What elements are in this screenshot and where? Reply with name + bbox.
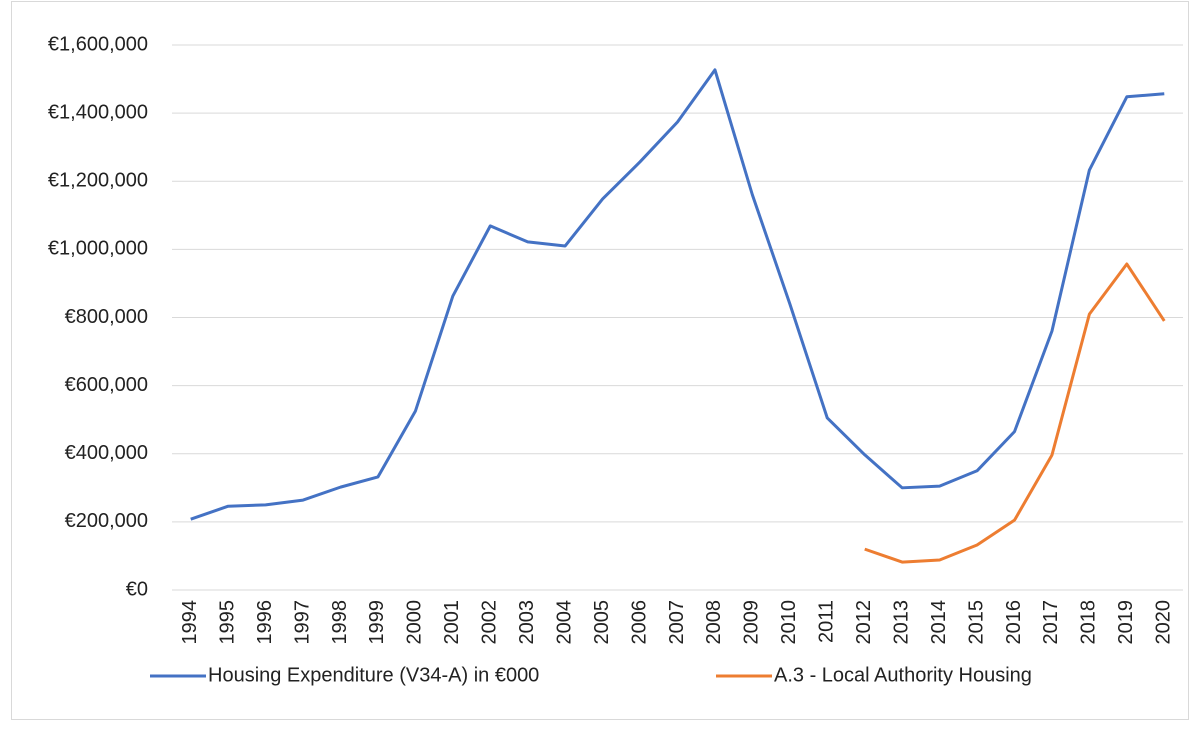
- x-tick-label: 2007: [666, 600, 688, 645]
- x-tick-label: 2005: [591, 600, 613, 645]
- x-tick-label: 2009: [741, 600, 763, 645]
- x-tick-label: 1999: [366, 600, 388, 645]
- y-tick-label: €1,400,000: [48, 101, 148, 123]
- x-tick-label: 2011: [816, 600, 838, 643]
- x-tick-label: 2010: [778, 600, 800, 645]
- x-tick-label: 2020: [1153, 600, 1175, 645]
- x-tick-label: 2014: [928, 600, 950, 645]
- y-tick-label: €1,000,000: [48, 238, 148, 260]
- y-tick-label: €200,000: [65, 510, 148, 532]
- x-tick-label: 2016: [1003, 600, 1025, 645]
- chart-frame: [11, 1, 1189, 720]
- x-tick-label: 1998: [329, 600, 351, 645]
- x-tick-label: 1997: [291, 600, 313, 645]
- y-tick-label: €800,000: [65, 306, 148, 328]
- x-tick-label: 2017: [1040, 600, 1062, 645]
- x-tick-label: 2001: [441, 600, 463, 645]
- y-tick-label: €600,000: [65, 374, 148, 396]
- y-tick-label: €1,200,000: [48, 170, 148, 192]
- line-series: [864, 262, 1166, 564]
- x-tick-label: 2013: [890, 600, 912, 645]
- legend-label: A.3 - Local Authority Housing: [774, 664, 1032, 686]
- x-tick-label: 2018: [1078, 600, 1100, 645]
- x-tick-label: 1995: [216, 600, 238, 645]
- x-tick-label: 2008: [703, 600, 725, 645]
- x-tick-label: 2012: [853, 600, 875, 645]
- y-tick-label: €400,000: [65, 442, 148, 464]
- x-tick-label: 2002: [479, 600, 501, 645]
- x-tick-label: 1996: [254, 600, 276, 645]
- x-tick-label: 2006: [628, 600, 650, 645]
- x-tick-label: 2015: [965, 600, 987, 645]
- x-tick-label: 2019: [1115, 600, 1137, 645]
- x-tick-label: 2003: [516, 600, 538, 645]
- y-tick-label: €0: [126, 578, 148, 600]
- legend-label: Housing Expenditure (V34-A) in €000: [208, 664, 539, 686]
- line-series: [190, 68, 1165, 521]
- y-tick-label: €1,600,000: [48, 33, 148, 55]
- x-tick-label: 2004: [553, 600, 575, 645]
- x-tick-label: 2000: [404, 600, 426, 645]
- x-tick-label: 1994: [179, 600, 201, 645]
